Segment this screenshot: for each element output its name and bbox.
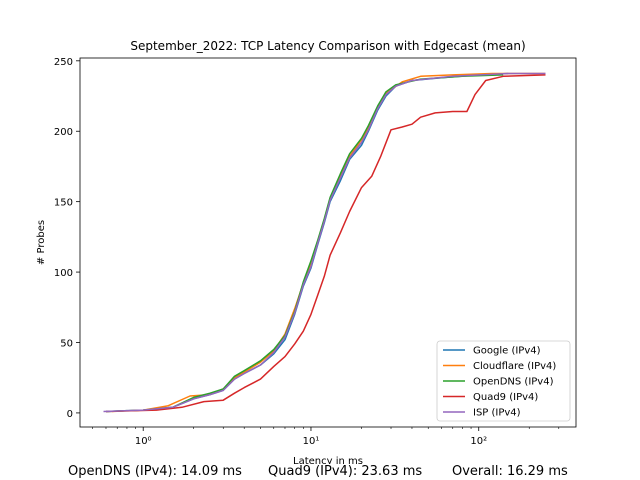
y-tick-label: 0 [67, 409, 73, 420]
series-line-3 [105, 74, 546, 413]
x-tick-label: 10⁰ [135, 436, 152, 447]
legend-box [436, 340, 571, 422]
series-line-4 [103, 72, 546, 413]
footer-quad9-mean: Quad9 (IPv4): 23.63 ms [268, 464, 423, 479]
y-tick-label: 200 [54, 127, 73, 138]
y-tick-label: 50 [60, 338, 73, 349]
chart-title: September_2022: TCP Latency Comparison w… [130, 39, 525, 53]
footer-stats: OpenDNS (IPv4): 14.09 ms Quad9 (IPv4): 2… [0, 464, 640, 480]
y-tick-label: 150 [54, 198, 73, 209]
chart: 0 50 100 150 200 250 10⁰ 10¹ 10² September_2022: … [36, 39, 577, 464]
plot-frame [79, 57, 577, 428]
legend-label-1: Cloudflare (IPv4) [473, 361, 556, 372]
y-axis-label: # Probes [36, 220, 47, 265]
x-axis-label: Latency in ms [293, 456, 363, 464]
legend-label-4: ISP (IPv4) [473, 408, 521, 419]
series-line-2 [105, 74, 504, 413]
x-tick-label: 10¹ [303, 436, 320, 447]
footer-opendns-mean: OpenDNS (IPv4): 14.09 ms [68, 464, 242, 479]
legend-label-0: Google (IPv4) [473, 346, 541, 357]
legend-label-3: Quad9 (IPv4) [473, 392, 538, 403]
y-tick-label: 100 [54, 268, 73, 279]
y-tick-label: 250 [54, 57, 73, 68]
x-tick-label: 10² [470, 436, 487, 447]
footer-overall-mean: Overall: 16.29 ms [452, 464, 568, 479]
legend-label-2: OpenDNS (IPv4) [473, 377, 554, 388]
